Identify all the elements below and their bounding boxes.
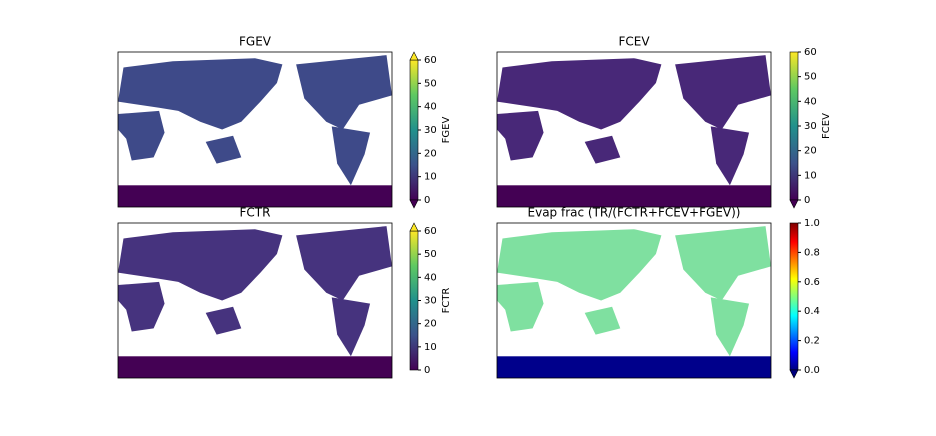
panel: FCEV 0 10 20 30 40 50 60 FCEV [496,35,832,209]
colorbar [789,222,799,371]
colorbar-tick-label: 0.6 [804,277,820,288]
colorbar [409,59,419,201]
panel: FGEV 0 10 20 30 40 50 60 FGEV [117,35,452,209]
colorbar-label: FCTR [441,288,452,314]
land [584,135,621,164]
colorbar [409,230,419,371]
colorbar-tick-label: 0 [424,195,430,206]
land [118,229,283,301]
land [710,297,750,357]
colorbar-tick-label: 60 [804,47,817,58]
land [296,55,392,130]
colorbar-extend-max [409,51,419,61]
colorbar-label: FGEV [441,117,452,144]
land [331,126,371,186]
colorbar-tick-label: 20 [424,319,437,330]
land [497,281,544,332]
colorbar-tick-label: 10 [804,170,817,181]
panel-title: Evap frac (TR/(FCTR+FCEV+FGEV)) [528,206,741,220]
land [296,226,392,301]
land [205,306,242,335]
colorbar-tick-label: 50 [424,249,437,260]
land [118,58,283,130]
colorbar-tick-label: 0.0 [804,365,820,376]
colorbar-extend-min [789,199,799,209]
antarctica [497,185,771,207]
colorbar-tick-label: 10 [424,342,437,353]
colorbar [789,51,799,201]
colorbar-tick-label: 0.2 [804,336,820,347]
colorbar-tick-label: 20 [804,146,817,157]
antarctica [118,356,392,378]
land [118,110,165,161]
colorbar-extend-min [789,369,799,379]
land [497,58,662,130]
land [497,229,662,301]
antarctica [497,356,771,378]
colorbar-tick-label: 40 [424,102,437,113]
axes-frame [117,222,393,379]
land [331,297,371,357]
colorbar-tick-label: 30 [424,125,437,136]
colorbar-tick-label: 0 [804,195,810,206]
land [675,55,771,130]
colorbar-tick-label: 40 [804,96,817,107]
land [675,226,771,301]
land [710,126,750,186]
panel: FCTR 0 10 20 30 40 50 60 FCTR [117,206,452,379]
axes-frame [496,51,772,208]
colorbar-tick-label: 20 [424,148,437,159]
panel-title: FCTR [240,206,271,220]
panel-title: FGEV [239,35,272,49]
land [584,306,621,335]
panel: Evap frac (TR/(FCTR+FCEV+FGEV)) 0.0 0.2 0.4… [496,206,820,379]
colorbar-tick-label: 30 [424,296,437,307]
colorbar-extend-min [409,199,419,209]
land [118,281,165,332]
colorbar-tick-label: 50 [804,72,817,83]
antarctica [118,185,392,207]
land [205,135,242,164]
colorbar-tick-label: 0.8 [804,247,820,258]
colorbar-tick-label: 0 [424,365,430,376]
colorbar-tick-label: 1.0 [804,218,820,229]
colorbar-tick-label: 50 [424,78,437,89]
colorbar-label: FCEV [821,113,832,139]
colorbar-extend-max [409,222,419,232]
colorbar-tick-label: 40 [424,272,437,283]
colorbar-tick-label: 60 [424,55,437,66]
land [497,110,544,161]
colorbar-tick-label: 60 [424,226,437,237]
colorbar-tick-label: 30 [804,121,817,132]
axes-frame [117,51,393,208]
colorbar-tick-label: 10 [424,172,437,183]
axes-frame [496,222,772,379]
panel-title: FCEV [618,35,650,49]
colorbar-tick-label: 0.4 [804,306,820,317]
